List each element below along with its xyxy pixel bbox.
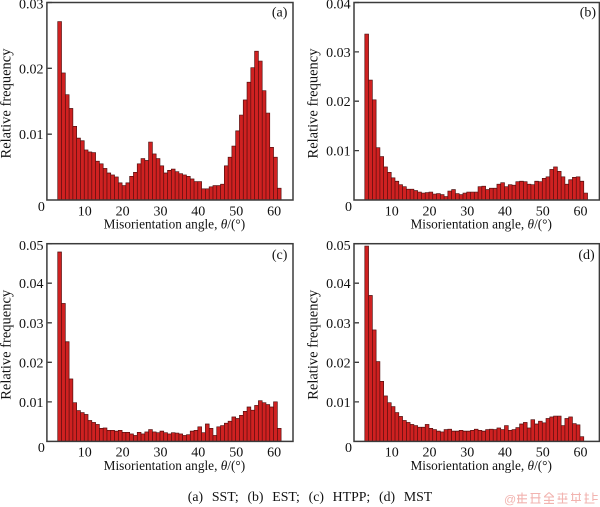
svg-text:0: 0: [345, 441, 352, 456]
svg-text:60: 60: [574, 204, 588, 219]
svg-text:30: 30: [154, 446, 168, 461]
svg-text:(b): (b): [580, 6, 597, 21]
svg-text:50: 50: [536, 446, 550, 461]
svg-text:0.05: 0.05: [326, 239, 351, 254]
svg-text:0.02: 0.02: [19, 356, 44, 371]
svg-text:(d): (d): [578, 248, 595, 263]
svg-text:0.04: 0.04: [19, 277, 44, 292]
svg-text:10: 10: [385, 204, 399, 219]
svg-text:30: 30: [154, 204, 168, 219]
svg-text:30: 30: [460, 204, 474, 219]
svg-text:Relative frequency: Relative frequency: [306, 289, 322, 400]
svg-text:0.03: 0.03: [326, 317, 351, 332]
svg-text:Misorientation angle, θ/(°): Misorientation angle, θ/(°): [104, 458, 245, 473]
svg-text:Relative frequency: Relative frequency: [306, 48, 322, 159]
svg-text:50: 50: [536, 204, 550, 219]
svg-text:40: 40: [498, 204, 512, 219]
svg-text:0.04: 0.04: [326, 277, 351, 292]
svg-text:0.02: 0.02: [326, 95, 351, 110]
svg-text:0.01: 0.01: [326, 145, 351, 160]
svg-text:Relative frequency: Relative frequency: [0, 48, 15, 159]
svg-text:10: 10: [78, 204, 92, 219]
svg-text:0.02: 0.02: [326, 356, 351, 371]
svg-text:60: 60: [267, 446, 281, 461]
svg-text:0.03: 0.03: [19, 317, 44, 332]
svg-text:0: 0: [38, 200, 45, 215]
svg-text:50: 50: [229, 204, 243, 219]
svg-text:(c): (c): [272, 248, 288, 263]
svg-text:0.01: 0.01: [19, 128, 44, 143]
svg-text:30: 30: [460, 446, 474, 461]
svg-text:50: 50: [229, 446, 243, 461]
svg-text:0.05: 0.05: [19, 239, 44, 254]
svg-text:60: 60: [267, 204, 281, 219]
svg-text:20: 20: [423, 446, 437, 461]
svg-text:0.04: 0.04: [326, 0, 351, 13]
svg-text:Misorientation angle, θ/(°): Misorientation angle, θ/(°): [104, 216, 245, 231]
svg-text:0: 0: [345, 200, 352, 215]
svg-text:20: 20: [423, 204, 437, 219]
svg-text:20: 20: [116, 204, 130, 219]
svg-text:40: 40: [191, 446, 205, 461]
svg-text:0.03: 0.03: [19, 0, 44, 13]
svg-text:60: 60: [574, 446, 588, 461]
svg-text:0: 0: [38, 441, 45, 456]
svg-text:0.02: 0.02: [19, 62, 44, 77]
svg-text:10: 10: [385, 446, 399, 461]
svg-text:0.03: 0.03: [326, 46, 351, 61]
svg-text:40: 40: [191, 204, 205, 219]
svg-text:0.01: 0.01: [19, 396, 44, 411]
svg-text:10: 10: [78, 446, 92, 461]
svg-text:(a): (a): [272, 6, 288, 21]
svg-text:20: 20: [116, 446, 130, 461]
svg-text:Misorientation angle, θ/(°): Misorientation angle, θ/(°): [410, 216, 551, 231]
svg-text:Misorientation angle, θ/(°): Misorientation angle, θ/(°): [410, 458, 551, 473]
svg-text:0.01: 0.01: [326, 396, 351, 411]
svg-text:40: 40: [498, 446, 512, 461]
svg-text:@: @: [504, 493, 516, 507]
svg-text:(a) SST; (b) EST; (c) HTPP; (d: (a) SST; (b) EST; (c) HTPP; (d) MST: [188, 489, 433, 505]
svg-text:Relative frequency: Relative frequency: [0, 289, 15, 400]
